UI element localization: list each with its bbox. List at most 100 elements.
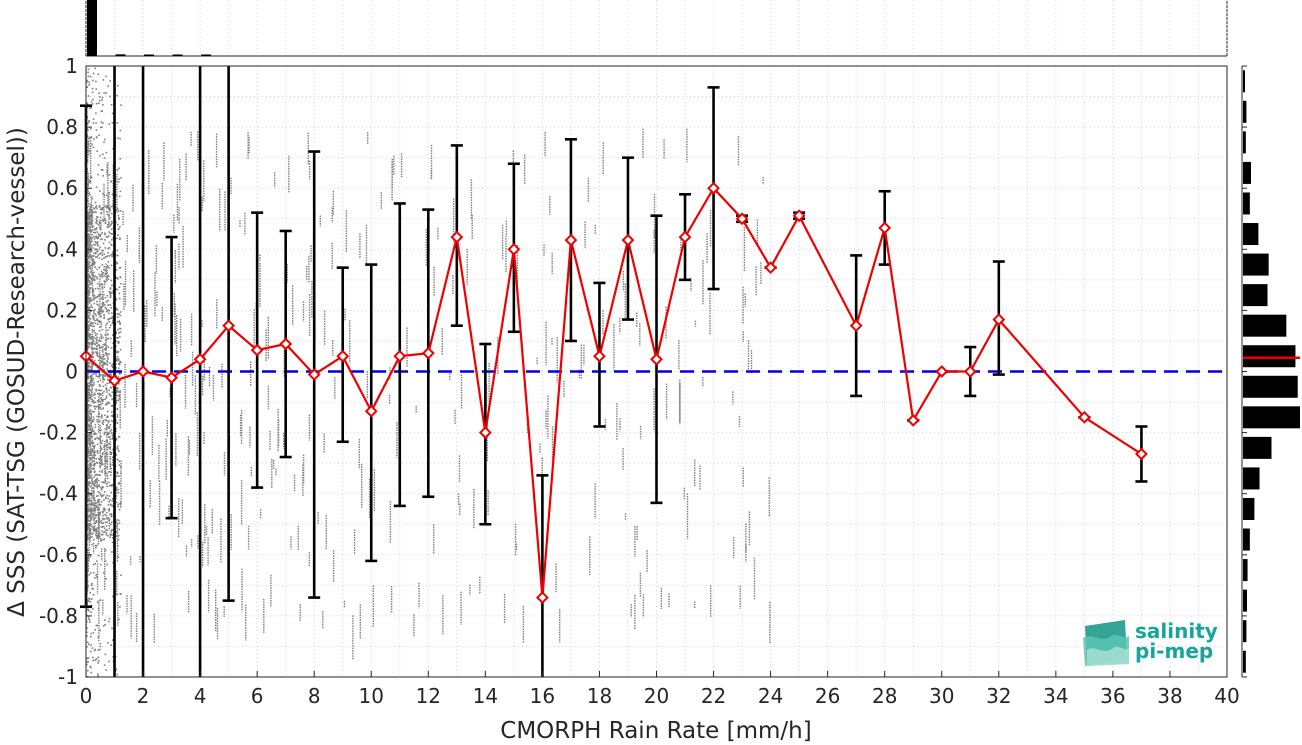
scatter-point — [92, 352, 95, 354]
scatter-point — [97, 495, 99, 497]
scatter-point — [90, 452, 92, 455]
data-point — [650, 352, 663, 366]
scatter-point — [110, 515, 113, 518]
scatter-point — [102, 305, 104, 307]
scatter-point — [116, 313, 119, 315]
scatter-point — [108, 442, 110, 445]
scatter-point — [94, 275, 97, 277]
scatter-point — [95, 241, 97, 244]
scatter-point — [88, 493, 91, 496]
scatter-point — [87, 484, 89, 487]
scatter-point — [103, 286, 106, 288]
scatter-point — [112, 254, 114, 257]
data-point — [193, 352, 207, 366]
scatter-point — [104, 334, 106, 336]
scatter-point — [87, 338, 89, 341]
scatter-point — [86, 510, 89, 513]
scatter-point — [88, 597, 90, 600]
scatter-point — [87, 509, 90, 512]
scatter-point — [108, 425, 111, 428]
scatter-point — [105, 439, 108, 442]
scatter-point — [90, 470, 92, 473]
scatter-point — [107, 318, 109, 321]
scatter-point — [93, 571, 95, 574]
scatter-point — [115, 668, 117, 670]
scatter-point — [88, 385, 90, 388]
scatter-point — [89, 287, 92, 289]
scatter-point — [96, 318, 98, 320]
scatter-point — [107, 261, 110, 263]
scatter-point — [102, 206, 104, 209]
scatter-point — [89, 180, 91, 183]
scatter-point — [116, 447, 118, 449]
scatter-point — [118, 397, 121, 400]
scatter-point — [109, 373, 111, 376]
scatter-point — [86, 614, 88, 617]
scatter-point — [91, 87, 94, 90]
scatter-point — [94, 648, 97, 651]
scatter-point — [101, 274, 104, 276]
scatter-point — [94, 332, 96, 334]
scatter-point — [106, 511, 108, 514]
scatter-point — [86, 470, 89, 472]
scatter-point — [93, 310, 96, 312]
scatter-point — [97, 543, 100, 545]
scatter-point — [106, 518, 109, 520]
scatter-point — [115, 427, 117, 430]
scatter-point — [106, 485, 108, 488]
scatter-point — [115, 535, 118, 537]
scatter-point — [116, 309, 118, 311]
scatter-point — [92, 656, 94, 659]
scatter-point — [120, 210, 122, 212]
scatter-point — [103, 268, 105, 271]
scatter-point — [87, 419, 89, 421]
scatter-point — [110, 279, 113, 282]
scatter-point — [87, 524, 90, 526]
scatter-point — [90, 436, 93, 438]
right-histogram-bar — [1243, 314, 1287, 337]
scatter-point — [115, 486, 118, 489]
scatter-point — [101, 377, 104, 379]
scatter-point — [99, 208, 102, 211]
scatter-point — [87, 368, 89, 371]
scatter-point — [87, 464, 89, 467]
scatter-point — [94, 201, 97, 204]
scatter-point — [107, 337, 109, 340]
scatter-point — [111, 411, 113, 413]
scatter-point — [93, 342, 95, 345]
scatter-point — [116, 351, 118, 353]
scatter-point — [87, 68, 90, 71]
scatter-point — [94, 313, 96, 315]
scatter-point — [115, 345, 117, 347]
scatter-point — [101, 533, 104, 536]
scatter-point — [90, 377, 93, 380]
scatter-point — [89, 408, 92, 411]
scatter-point — [89, 323, 91, 325]
scatter-point — [99, 227, 102, 230]
scatter-point — [116, 445, 119, 448]
scatter-point — [92, 146, 95, 148]
scatter-point — [117, 337, 119, 339]
y-axis-label: Δ SSS (SAT-TSG (GOSUD-Research-vessel)) — [4, 127, 30, 617]
scatter-point — [89, 333, 92, 336]
scatter-point — [110, 530, 112, 533]
scatter-point — [91, 450, 93, 452]
scatter-point — [93, 279, 96, 282]
scatter-point — [87, 618, 90, 620]
scatter-point — [87, 490, 90, 493]
scatter-point — [108, 291, 111, 293]
scatter-point — [118, 519, 120, 522]
scatter-point — [89, 306, 92, 308]
scatter-point — [93, 453, 95, 456]
logo-line2: pi-mep — [1135, 639, 1213, 663]
scatter-point — [87, 363, 89, 366]
y-tick-label: -0.4 — [39, 482, 78, 506]
scatter-point — [99, 216, 102, 219]
scatter-point — [107, 266, 109, 269]
y-tick-label: 0 — [65, 360, 78, 384]
x-tick-label: 28 — [872, 684, 897, 708]
scatter-point — [101, 350, 104, 352]
scatter-point — [99, 401, 102, 403]
scatter-point — [91, 273, 93, 275]
scatter-point — [92, 314, 95, 317]
